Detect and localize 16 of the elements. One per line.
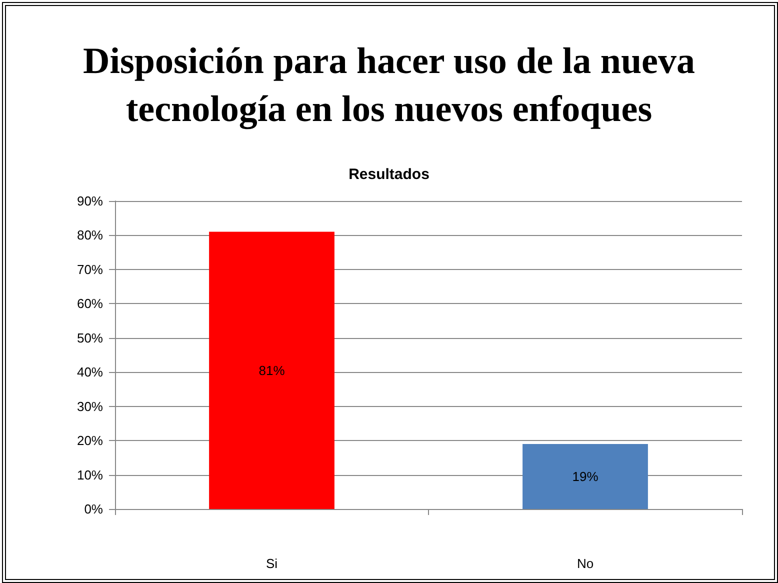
y-tick-label: 0% — [84, 502, 104, 516]
y-tick-label: 80% — [76, 228, 104, 243]
y-tick-label: 40% — [76, 364, 104, 380]
data-label: 81% — [258, 362, 286, 378]
y-tick-label: 30% — [76, 398, 104, 414]
y-tick-label: 20% — [76, 433, 104, 448]
data-label: 19% — [572, 468, 599, 484]
y-tick-label: 90% — [76, 194, 104, 208]
chart-title: Disposición para hacer uso de la nueva tecnología en los nuevos enfoques — [82, 40, 696, 132]
y-tick-label: 60% — [76, 296, 104, 312]
y-tick-label: 10% — [76, 467, 104, 482]
y-tick-label: 70% — [76, 262, 104, 277]
x-tick-label: Si — [266, 556, 278, 571]
x-tick-label: No — [576, 556, 594, 571]
y-tick-label: 50% — [76, 330, 104, 346]
chart-subtitle: Resultados — [348, 166, 430, 183]
